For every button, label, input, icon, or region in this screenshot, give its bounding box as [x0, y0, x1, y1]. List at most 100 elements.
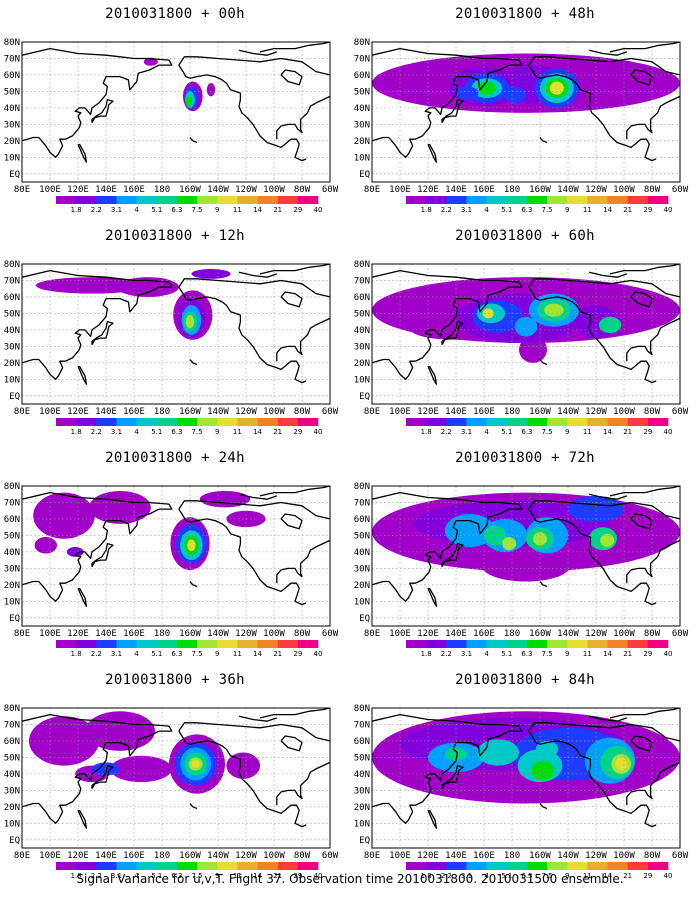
lon-label: 100W — [263, 185, 285, 195]
variance-contour-level-9 — [187, 539, 196, 552]
colorbar-swatch — [217, 196, 238, 204]
colorbar-tick-label: 21 — [273, 428, 282, 436]
colorbar-swatch — [56, 418, 77, 426]
colorbar-tick-label: 4 — [484, 872, 489, 880]
colorbar-tick-label: 2.2 — [91, 206, 102, 214]
colorbar-tick-label: 2.2 — [441, 650, 452, 658]
lon-label: 160W — [529, 407, 551, 417]
colorbar-tick-label: 9 — [565, 650, 569, 658]
colorbar-tick-label: 5.1 — [501, 206, 512, 214]
lon-label: 100W — [263, 851, 285, 861]
variance-contour-level-3 — [568, 495, 624, 523]
colorbar-swatch — [76, 862, 97, 870]
colorbar-tick-label: 4 — [484, 206, 489, 214]
lon-label: 100W — [263, 629, 285, 639]
variance-contour-level-1 — [143, 57, 158, 66]
colorbar-swatch — [627, 640, 649, 648]
lon-label: 160E — [473, 185, 495, 195]
variance-contour-level-7 — [185, 96, 193, 107]
lat-label: 50N — [354, 531, 370, 541]
colorbar-tick-label: 1.8 — [421, 650, 432, 658]
lat-label: 20N — [4, 803, 20, 813]
colorbar-swatch — [136, 196, 158, 204]
colorbar-swatch — [446, 862, 467, 870]
colorbar-swatch — [547, 196, 568, 204]
map-frame — [21, 41, 331, 183]
lon-label: 100E — [39, 851, 61, 861]
lat-label: 50N — [354, 309, 370, 319]
colorbar-swatch — [156, 862, 178, 870]
map-panel-84h: 2010031800 + 84h 80N 70N 60N 50N 40N 30N 20N 10N… — [350, 666, 700, 886]
coastlines — [372, 486, 680, 607]
lon-label: 120E — [417, 407, 439, 417]
lon-label: 140W — [207, 407, 229, 417]
colorbar-swatch — [627, 862, 649, 870]
colorbar-tick-label: 40 — [664, 206, 673, 214]
colorbar-tick-label: 14 — [253, 872, 262, 880]
lon-label: 140W — [557, 629, 579, 639]
colorbar: 1.8 2.2 3.1 4 5.1 6.3 7.5 9 11 14 21 29 40 — [56, 196, 322, 214]
colorbar-tick-label: 6.3 — [521, 206, 532, 214]
colorbar-swatch — [647, 862, 669, 870]
lon-label: 80E — [364, 185, 380, 195]
lon-label: 180 — [154, 185, 170, 195]
colorbar-tick-label: 3.1 — [111, 872, 122, 880]
colorbar-swatch — [406, 418, 427, 426]
variance-contour-level-1 — [226, 752, 260, 779]
map-frame — [371, 263, 681, 405]
lat-label: 20N — [4, 137, 20, 147]
colorbar-swatch — [406, 862, 427, 870]
variance-contour-level-1 — [33, 492, 95, 539]
colorbar-swatch — [446, 640, 467, 648]
variance-shading — [22, 486, 330, 626]
colorbar-tick-label: 5.1 — [151, 872, 162, 880]
lon-label: 80E — [14, 185, 30, 195]
colorbar-tick-label: 29 — [293, 428, 302, 436]
colorbar-tick-label: 6.3 — [171, 650, 182, 658]
colorbar-swatch — [237, 862, 258, 870]
coastlines — [22, 708, 330, 829]
lon-label: 140E — [445, 629, 467, 639]
colorbar-swatch — [627, 196, 649, 204]
variance-shading — [22, 708, 330, 848]
coastlines — [372, 264, 680, 385]
lon-label: 100E — [39, 185, 61, 195]
lat-label: 70N — [4, 54, 20, 64]
lat-label: 80N — [4, 704, 20, 714]
colorbar-tick-label: 29 — [293, 206, 302, 214]
lon-label: 80W — [294, 185, 311, 195]
colorbar-swatch — [526, 640, 548, 648]
colorbar-swatch — [257, 196, 278, 204]
variance-contour-level-8 — [502, 537, 517, 551]
lon-label: 120W — [585, 851, 607, 861]
colorbar-tick-label: 1.8 — [71, 428, 82, 436]
colorbar-tick-label: 2.2 — [91, 428, 102, 436]
lon-label: 140E — [95, 185, 117, 195]
colorbar-tick-label: 7.5 — [192, 872, 203, 880]
lon-label: 120W — [235, 185, 257, 195]
colorbar-tick-label: 29 — [293, 650, 302, 658]
lat-label: 20N — [354, 803, 370, 813]
figure-caption: Signal Variance for u,v,T. Flight 37. Ob… — [76, 872, 624, 886]
colorbar-swatch — [237, 418, 258, 426]
colorbar-swatch — [486, 418, 508, 426]
variance-contour-level-9 — [615, 757, 627, 771]
lat-label: EQ — [9, 614, 20, 624]
map-panel-60h: 2010031800 + 60h 80N 70N 60N 50N 40N 30N 20N 10N… — [350, 222, 700, 442]
colorbar-swatch — [607, 640, 628, 648]
colorbar-tick-label: 9 — [215, 428, 219, 436]
lat-label: 70N — [354, 720, 370, 730]
lon-label: 80E — [364, 629, 380, 639]
colorbar-tick-label: 7.5 — [192, 428, 203, 436]
lon-label: 60W — [672, 629, 689, 639]
variance-contour-level-1 — [29, 716, 99, 766]
signal-variance-map: 80N 70N 60N 50N 40N 30N 20N 10N EQ 80E 100E 120E 140… — [4, 38, 339, 214]
colorbar-swatch — [567, 418, 588, 426]
colorbar: 1.8 2.2 3.1 4 5.1 6.3 7.5 9 11 14 21 29 40 — [56, 418, 322, 436]
graticule — [372, 264, 680, 404]
colorbar-swatch — [197, 862, 218, 870]
map-panel-36h: 2010031800 + 36h 80N 70N 60N 50N 40N 30N 20N 10N… — [0, 666, 350, 886]
colorbar-tick-label: 29 — [643, 206, 652, 214]
lon-label: 80E — [14, 629, 30, 639]
variance-contour-level-9 — [549, 81, 564, 95]
